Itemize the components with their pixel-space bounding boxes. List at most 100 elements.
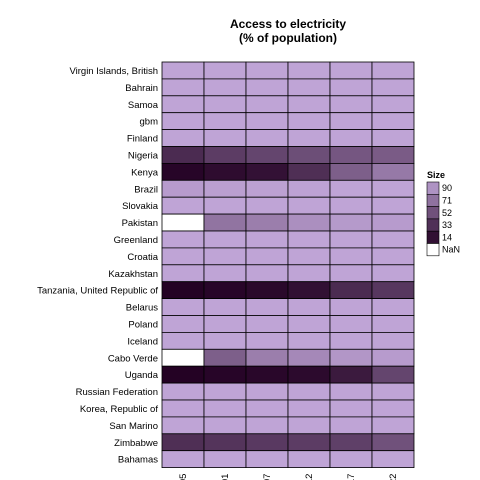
heatmap-cell xyxy=(203,78,247,97)
heatmap-cell xyxy=(161,230,205,249)
heatmap-cell xyxy=(287,399,331,418)
heatmap-cell xyxy=(287,416,331,435)
heatmap-cell xyxy=(245,230,289,249)
row-label: Brazil xyxy=(134,184,158,195)
heatmap-cell xyxy=(161,450,205,469)
heatmap-cell xyxy=(203,416,247,435)
column-label: 2013-2017 xyxy=(346,474,357,480)
column-label: 2018-2022 xyxy=(388,474,399,480)
heatmap-cell xyxy=(161,298,205,316)
heatmap-cell xyxy=(371,365,415,384)
heatmap-cell xyxy=(329,146,373,164)
heatmap-cell xyxy=(371,416,415,435)
legend-swatch xyxy=(426,194,440,207)
heatmap-cell xyxy=(287,433,331,452)
heatmap-cell xyxy=(287,298,331,316)
heatmap-cell xyxy=(329,61,373,80)
heatmap-cell xyxy=(329,416,373,435)
heatmap-cell xyxy=(203,230,247,249)
heatmap-cell xyxy=(287,95,331,114)
heatmap-cell xyxy=(287,348,331,367)
legend-swatches: 90 71 52 33 14 NaN xyxy=(426,181,460,257)
row-label: Virgin Islands, British xyxy=(69,66,158,77)
heatmap-cell xyxy=(371,213,415,232)
heatmap-cell xyxy=(161,382,205,401)
heatmap-cell xyxy=(203,365,247,384)
heatmap-cell xyxy=(161,433,205,452)
heatmap-cell xyxy=(203,146,247,164)
heatmap-cell xyxy=(245,247,289,266)
legend-title: Size xyxy=(427,170,445,180)
heatmap-cell xyxy=(329,281,373,300)
heatmap-cell xyxy=(161,213,205,232)
row-label: Belarus xyxy=(126,303,158,314)
column-label: 1996-2001 xyxy=(220,474,231,480)
row-label: Bahrain xyxy=(125,83,158,94)
heatmap-cell xyxy=(245,162,289,181)
heatmap-cell xyxy=(287,162,331,181)
chart-subtitle: (% of population) xyxy=(239,31,337,45)
heatmap-cell xyxy=(245,264,289,283)
heatmap-cell xyxy=(161,365,205,384)
heatmap-cell xyxy=(329,450,373,469)
heatmap-cell xyxy=(329,315,373,333)
heatmap-cell xyxy=(371,433,415,452)
heatmap-cell xyxy=(203,179,247,198)
legend: Size 90 71 52 33 14 NaN xyxy=(426,170,460,257)
heatmap-cell xyxy=(245,179,289,198)
heatmap-cell xyxy=(329,179,373,198)
heatmap-cell xyxy=(161,416,205,435)
heatmap-cell xyxy=(371,298,415,316)
heatmap-cell xyxy=(161,281,205,300)
column-label: 2002-2007 xyxy=(262,474,273,480)
heatmap-cell xyxy=(203,61,247,80)
heatmap-cell xyxy=(329,129,373,147)
heatmap-cell xyxy=(329,365,373,384)
heatmap-cell xyxy=(329,95,373,114)
heatmap-cell xyxy=(329,399,373,418)
heatmap-cell xyxy=(245,61,289,80)
heatmap-cell xyxy=(203,331,247,350)
heatmap-cell xyxy=(371,247,415,266)
row-label: Croatia xyxy=(127,252,158,263)
row-label: Poland xyxy=(128,319,158,330)
legend-label: 71 xyxy=(442,195,452,205)
heatmap-cell xyxy=(161,162,205,181)
row-label: Iceland xyxy=(127,336,158,347)
row-labels: Virgin Islands, British Bahrain Samoa gbm Fi… xyxy=(37,66,159,466)
heatmap-cell xyxy=(371,348,415,367)
heatmap-cell xyxy=(161,129,205,147)
heatmap-cell xyxy=(287,129,331,147)
row-label: Tanzania, United Republic of xyxy=(37,286,158,297)
row-label: Pakistan xyxy=(122,218,158,229)
heatmap-cell xyxy=(371,78,415,97)
heatmap-cell xyxy=(329,382,373,401)
heatmap-cell xyxy=(287,61,331,80)
heatmap-cell xyxy=(161,331,205,350)
heatmap-cell xyxy=(287,213,331,232)
heatmap-cell xyxy=(245,450,289,469)
heatmap-cell xyxy=(203,129,247,147)
heatmap-cell xyxy=(203,298,247,316)
legend-swatch xyxy=(426,206,440,220)
heatmap-cell xyxy=(161,61,205,80)
heatmap-cell xyxy=(245,146,289,164)
heatmap-cell xyxy=(203,247,247,266)
heatmap-cell xyxy=(203,450,247,469)
heatmap-cell xyxy=(287,281,331,300)
heatmap-cell xyxy=(203,281,247,300)
heatmap-cell xyxy=(161,146,205,164)
heatmap-cell xyxy=(371,95,415,114)
heatmap-cell xyxy=(161,78,205,97)
heatmap-cell xyxy=(245,433,289,452)
heatmap-cell xyxy=(287,264,331,283)
heatmap-cell xyxy=(329,213,373,232)
heatmap-cell xyxy=(203,382,247,401)
row-label: Slovakia xyxy=(122,201,159,212)
heatmap-cell xyxy=(371,112,415,130)
heatmap-cell xyxy=(245,78,289,97)
heatmap-cell xyxy=(371,162,415,181)
heatmap-cell xyxy=(203,112,247,130)
heatmap-cell xyxy=(161,399,205,418)
heatmap-cell xyxy=(371,146,415,164)
